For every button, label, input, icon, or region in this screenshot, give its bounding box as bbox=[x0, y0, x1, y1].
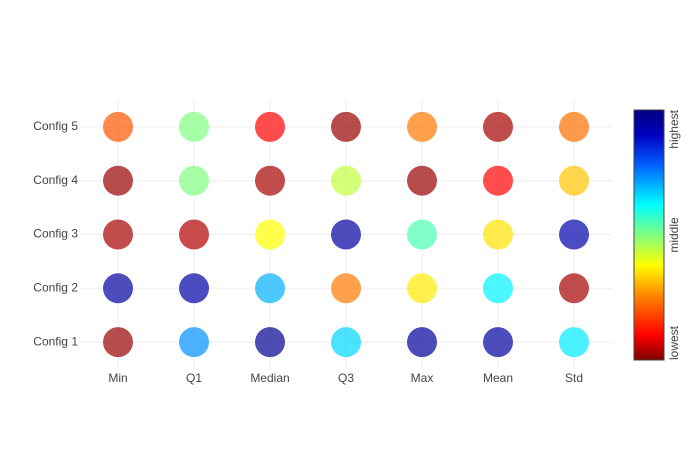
y-tick-label: Config 4 bbox=[33, 173, 78, 187]
colorbar-tick-label: lowest bbox=[667, 325, 681, 360]
bubble bbox=[483, 273, 513, 304]
bubble bbox=[559, 327, 589, 358]
bubble bbox=[559, 273, 589, 304]
bubble bbox=[179, 165, 209, 196]
bubble bbox=[483, 165, 513, 196]
bubble bbox=[103, 273, 133, 304]
bubble bbox=[331, 165, 361, 196]
bubble bbox=[255, 165, 285, 196]
bubble bbox=[559, 165, 589, 196]
bubble bbox=[103, 111, 133, 142]
bubble bbox=[407, 111, 437, 142]
bubble bbox=[407, 273, 437, 304]
bubble bbox=[179, 219, 209, 250]
bubble bbox=[483, 327, 513, 358]
x-tick-label: Median bbox=[250, 371, 289, 385]
bubble bbox=[483, 111, 513, 142]
colorbar bbox=[633, 109, 665, 361]
bubble bbox=[255, 327, 285, 358]
bubble bbox=[103, 327, 133, 358]
bubble bbox=[255, 111, 285, 142]
x-tick-label: Mean bbox=[483, 371, 513, 385]
bubble bbox=[559, 111, 589, 142]
bubble bbox=[255, 273, 285, 304]
colorbar-tick-label: middle bbox=[667, 217, 681, 253]
bubble bbox=[179, 273, 209, 304]
bubble bbox=[331, 327, 361, 358]
colorbar-tick-label: highest bbox=[667, 109, 681, 148]
bubble bbox=[407, 165, 437, 196]
bubble bbox=[407, 327, 437, 358]
y-tick-label: Config 2 bbox=[33, 280, 78, 294]
bubble bbox=[483, 219, 513, 250]
bubble bbox=[103, 165, 133, 196]
bubble bbox=[331, 111, 361, 142]
x-tick-label: Q1 bbox=[186, 371, 202, 385]
x-tick-label: Max bbox=[411, 371, 434, 385]
x-tick-label: Min bbox=[108, 371, 127, 385]
bubble bbox=[255, 219, 285, 250]
bubble bbox=[103, 219, 133, 250]
bubble bbox=[331, 219, 361, 250]
y-tick-label: Config 3 bbox=[33, 227, 78, 241]
bubble bbox=[407, 219, 437, 250]
x-tick-label: Std bbox=[565, 371, 583, 385]
bubble bbox=[179, 327, 209, 358]
bubble bbox=[331, 273, 361, 304]
y-tick-label: Config 1 bbox=[33, 334, 78, 348]
bubble bbox=[559, 219, 589, 250]
bubble bbox=[179, 111, 209, 142]
y-tick-label: Config 5 bbox=[33, 119, 78, 133]
x-tick-label: Q3 bbox=[338, 371, 354, 385]
